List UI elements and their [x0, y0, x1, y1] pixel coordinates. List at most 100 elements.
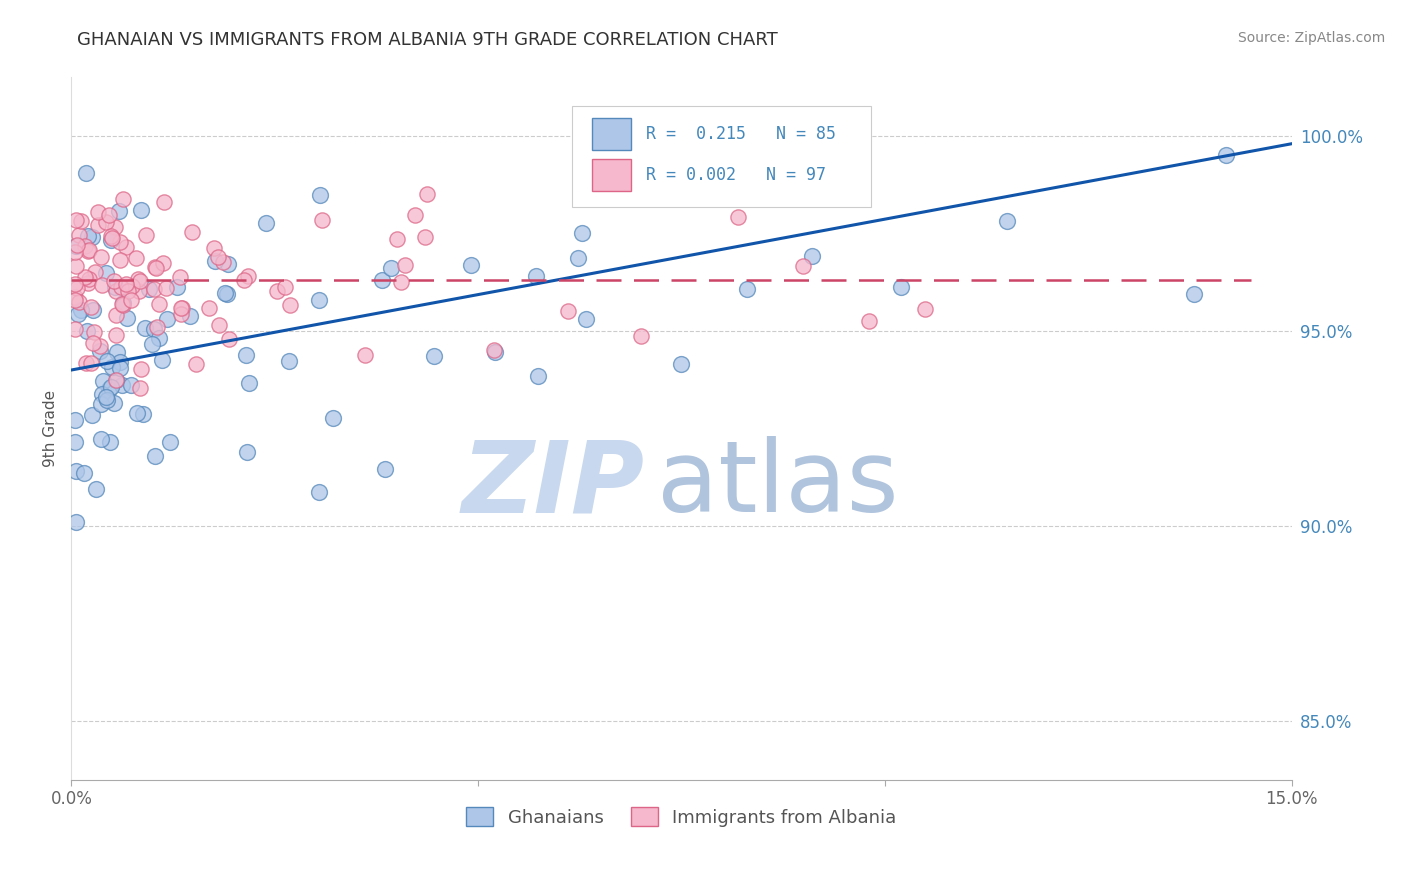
Point: [80, 356, 103, 370]
Text: R = 0.002   N = 97: R = 0.002 N = 97: [645, 166, 827, 184]
Point: [202, 241, 225, 255]
Point: [143, 449, 166, 463]
Point: [82, 336, 104, 351]
Point: [89, 339, 111, 353]
Point: [273, 280, 295, 294]
Point: [170, 301, 193, 315]
Point: [120, 377, 142, 392]
Point: [135, 227, 157, 242]
Point: [65, 213, 87, 227]
Point: [152, 255, 174, 269]
Point: [114, 240, 136, 254]
Point: [73, 270, 96, 285]
Point: [79, 244, 101, 258]
Point: [108, 252, 131, 267]
Point: [80, 230, 103, 244]
Text: ZIP: ZIP: [461, 436, 645, 533]
Point: [800, 249, 823, 263]
Point: [97, 382, 120, 396]
Point: [65, 244, 87, 259]
Point: [214, 285, 236, 300]
Point: [87, 205, 110, 219]
Point: [143, 322, 166, 336]
Point: [84, 483, 107, 497]
Point: [65, 259, 87, 273]
Point: [170, 307, 193, 321]
Point: [527, 368, 550, 383]
Point: [132, 408, 155, 422]
Point: [630, 329, 652, 343]
Point: [792, 259, 814, 273]
Point: [67, 295, 90, 310]
Point: [727, 211, 749, 225]
Point: [90, 397, 112, 411]
Point: [69, 303, 91, 318]
Point: [207, 250, 229, 264]
Point: [98, 208, 121, 222]
Point: [389, 275, 412, 289]
Point: [70, 213, 93, 227]
Point: [394, 258, 416, 272]
Point: [104, 328, 127, 343]
Point: [404, 208, 426, 222]
Point: [180, 225, 202, 239]
Point: [121, 279, 143, 293]
Point: [65, 289, 87, 303]
Point: [914, 301, 936, 316]
Point: [112, 296, 135, 310]
Point: [111, 378, 134, 392]
Point: [89, 344, 111, 359]
Point: [153, 194, 176, 209]
Point: [65, 434, 87, 449]
Point: [75, 239, 97, 253]
Point: [374, 462, 396, 476]
Point: [96, 393, 118, 408]
Point: [100, 233, 122, 247]
Point: [65, 465, 87, 479]
Text: Source: ZipAtlas.com: Source: ZipAtlas.com: [1237, 31, 1385, 45]
Point: [143, 260, 166, 274]
Point: [735, 282, 758, 296]
Point: [75, 356, 97, 370]
Point: [524, 269, 547, 284]
Point: [108, 355, 131, 369]
Point: [83, 325, 105, 339]
Point: [125, 407, 148, 421]
Point: [370, 273, 392, 287]
Point: [128, 381, 150, 395]
Point: [111, 297, 134, 311]
Point: [204, 253, 226, 268]
FancyBboxPatch shape: [572, 105, 870, 207]
Point: [238, 268, 260, 283]
Point: [65, 238, 87, 252]
Point: [134, 320, 156, 334]
Text: R =  0.215   N = 85: R = 0.215 N = 85: [645, 125, 837, 143]
Point: [100, 231, 122, 245]
Point: [858, 314, 880, 328]
Point: [148, 297, 170, 311]
Point: [66, 281, 89, 295]
Point: [100, 380, 122, 394]
Point: [108, 360, 131, 375]
Point: [159, 434, 181, 449]
Point: [138, 282, 160, 296]
Point: [108, 204, 131, 219]
Point: [308, 188, 330, 202]
Point: [1215, 147, 1237, 161]
Bar: [592, 159, 631, 191]
Point: [166, 280, 188, 294]
Point: [145, 261, 167, 276]
Point: [90, 278, 112, 293]
Point: [413, 229, 436, 244]
Point: [65, 277, 87, 292]
Point: [83, 265, 105, 279]
Point: [208, 318, 231, 332]
Point: [125, 251, 148, 265]
Point: [186, 357, 208, 371]
Point: [112, 297, 135, 311]
Point: [108, 235, 131, 250]
Point: [76, 325, 98, 339]
Point: [80, 300, 103, 314]
Point: [115, 277, 138, 291]
Point: [460, 258, 482, 272]
